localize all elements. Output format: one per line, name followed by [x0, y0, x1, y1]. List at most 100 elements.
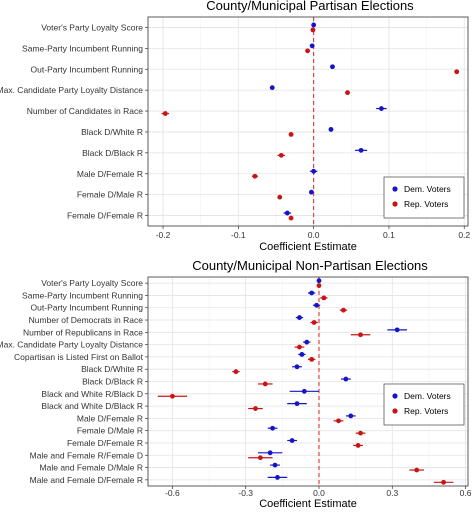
point-dem-voters-number-of-republicans-in-race: [394, 327, 400, 333]
point-rep-voters-number-of-democrats-in-race: [311, 320, 317, 325]
point-dem-voters-max-candidate-party-loyalty-distance: [304, 339, 310, 345]
point-dem-voters-female-d-male-r: [270, 425, 275, 431]
y-tick-label-male-d-female-r: Male D/Female R: [77, 169, 143, 179]
point-rep-voters-male-d-female-r: [252, 173, 258, 179]
point-rep-voters-female-d-female-r: [355, 443, 361, 448]
legend: Dem. Voters Rep. Voters: [383, 176, 465, 219]
point-rep-voters-black-and-white-d-black-r: [253, 406, 258, 411]
point-rep-voters-male-d-female-r: [336, 418, 341, 424]
y-tick-label-number-of-republicans-in-race: Number of Republicans in Race: [23, 327, 143, 337]
x-axis-title: Coefficient Estimate: [259, 241, 357, 253]
y-tick-label-out-party-incumbent-running: Out-Party Incumbent Running: [31, 64, 144, 74]
x-tick-label: 0.6: [460, 488, 472, 498]
legend-marker-rep-voters: [392, 408, 398, 414]
chart-title: County/Municipal Partisan Elections: [206, 0, 414, 13]
x-tick-label: 0.1: [383, 230, 395, 240]
legend-box: [383, 383, 465, 426]
y-tick-label-number-of-democrats-in-race: Number of Democrats in Race: [29, 315, 144, 325]
legend-label-dem-voters: Dem. Voters: [404, 391, 451, 401]
point-rep-voters-female-d-female-r: [288, 215, 294, 221]
point-rep-voters-voter-s-party-loyalty-score: [316, 283, 322, 289]
y-tick-label-same-party-incumbent-running: Same-Party Incumbent Running: [22, 43, 143, 53]
point-dem-voters-female-d-female-r: [284, 210, 290, 216]
point-dem-voters-black-and-white-r-black-d: [301, 388, 307, 394]
legend-label-rep-voters: Rep. Voters: [404, 199, 448, 209]
plot-border: [147, 16, 469, 227]
panel-partisan: County/Municipal Partisan Elections Voter…: [0, 0, 470, 253]
point-rep-voters-out-party-incumbent-running: [454, 69, 460, 75]
point-rep-voters-black-d-white-r: [288, 132, 294, 137]
y-tick-label-female-d-female-r: Female D/Female R: [67, 438, 143, 448]
point-rep-voters-male-and-female-r-female-d: [257, 455, 263, 461]
y-tick-label-out-party-incumbent-running: Out-Party Incumbent Running: [31, 303, 144, 313]
x-tick-label: 0.0: [308, 230, 320, 240]
point-dem-voters-male-d-female-r: [311, 168, 317, 174]
legend-label-dem-voters: Dem. Voters: [404, 184, 451, 194]
point-rep-voters-number-of-republicans-in-race: [358, 332, 363, 338]
point-rep-voters-male-and-female-d-male-r: [414, 467, 420, 473]
point-dem-voters-same-party-incumbent-running: [309, 290, 315, 296]
x-tick-label: -0.3: [238, 488, 253, 498]
x-tick-label: 0.2: [458, 230, 470, 240]
point-dem-voters-male-and-female-d-female-r: [275, 474, 280, 480]
point-dem-voters-black-and-white-d-black-r: [294, 401, 300, 407]
point-rep-voters-voter-s-party-loyalty-score: [310, 27, 316, 33]
chart-title: County/Municipal Non-Partisan Elections: [192, 258, 428, 273]
y-tick-label-black-and-white-d-black-r: Black and White D/Black R: [41, 401, 143, 411]
y-tick-label-black-d-white-r: Black D/White R: [81, 364, 143, 374]
point-rep-voters-black-and-white-r-black-d: [170, 393, 175, 399]
y-tick-label-male-d-female-r: Male D/Female R: [77, 413, 143, 423]
point-rep-voters-same-party-incumbent-running: [305, 48, 311, 54]
point-rep-voters-female-d-male-r: [358, 430, 363, 436]
point-dem-voters-same-party-incumbent-running: [309, 43, 315, 49]
point-dem-voters-number-of-democrats-in-race: [297, 315, 302, 320]
point-dem-voters-out-party-incumbent-running: [314, 302, 319, 308]
point-dem-voters-voter-s-party-loyalty-score: [311, 22, 317, 28]
y-tick-label-female-d-female-r: Female D/Female R: [67, 211, 143, 221]
x-tick-label: -0.2: [156, 230, 171, 240]
y-tick-label-female-d-male-r: Female D/Male R: [77, 190, 143, 200]
point-dem-voters-black-d-black-r: [343, 376, 349, 382]
point-dem-voters-black-d-black-r: [358, 147, 364, 153]
y-tick-label-voter-s-party-loyalty-score: Voter's Party Loyalty Score: [41, 22, 143, 32]
point-rep-voters-number-of-candidates-in-race: [162, 111, 168, 116]
point-rep-voters-black-d-black-r: [262, 381, 268, 387]
y-tick-label-black-d-black-r: Black D/Black R: [82, 377, 143, 387]
x-tick-label: -0.1: [231, 230, 246, 240]
y-tick-label-black-and-white-r-black-d: Black and White R/Black D: [41, 389, 143, 399]
point-dem-voters-voter-s-party-loyalty-score: [316, 278, 322, 284]
point-rep-voters-out-party-incumbent-running: [341, 307, 346, 313]
legend-marker-rep-voters: [392, 201, 398, 207]
point-dem-voters-out-party-incumbent-running: [330, 64, 335, 70]
y-tick-label-max-candidate-party-loyalty-distance: Max. Candidate Party Loyalty Distance: [0, 340, 143, 350]
y-tick-label-black-d-white-r: Black D/White R: [81, 127, 143, 137]
point-rep-voters-max-candidate-party-loyalty-distance: [345, 90, 350, 96]
x-tick-label: 0.0: [313, 488, 325, 498]
panel-nonpartisan: County/Municipal Non-Partisan Elections V…: [0, 258, 472, 510]
point-rep-voters-black-d-black-r: [278, 152, 284, 158]
point-dem-voters-male-and-female-d-male-r: [272, 462, 278, 468]
point-dem-voters-copartisan-is-listed-first-on-ballot: [299, 352, 305, 357]
point-dem-voters-black-d-white-r: [294, 364, 300, 370]
y-tick-label-same-party-incumbent-running: Same-Party Incumbent Running: [22, 290, 143, 300]
point-dem-voters-max-candidate-party-loyalty-distance: [269, 85, 275, 91]
point-rep-voters-copartisan-is-listed-first-on-ballot: [309, 356, 315, 362]
point-dem-voters-male-d-female-r: [348, 413, 354, 419]
x-tick-label: -0.6: [165, 488, 180, 498]
point-dem-voters-black-d-white-r: [328, 127, 334, 132]
x-axis-title: Coefficient Estimate: [259, 498, 357, 508]
legend: Dem. Voters Rep. Voters: [383, 383, 465, 426]
x-tick-label: 0.3: [386, 488, 398, 498]
y-tick-label-max-candidate-party-loyalty-distance: Max. Candidate Party Loyalty Distance: [0, 85, 143, 95]
point-rep-voters-max-candidate-party-loyalty-distance: [297, 344, 302, 350]
point-rep-voters-same-party-incumbent-running: [321, 295, 327, 301]
point-dem-voters-male-and-female-r-female-d: [267, 450, 273, 456]
y-tick-label-voter-s-party-loyalty-score: Voter's Party Loyalty Score: [41, 278, 143, 288]
point-dem-voters-number-of-candidates-in-race: [379, 106, 384, 111]
point-rep-voters-male-and-female-d-female-r: [441, 479, 446, 485]
y-tick-label-male-and-female-d-male-r: Male and Female D/Male R: [40, 463, 143, 473]
y-tick-label-male-and-female-r-female-d: Male and Female R/Female D: [30, 450, 143, 460]
y-tick-label-number-of-candidates-in-race: Number of Candidates in Race: [27, 106, 144, 116]
point-rep-voters-black-d-white-r: [233, 369, 239, 375]
